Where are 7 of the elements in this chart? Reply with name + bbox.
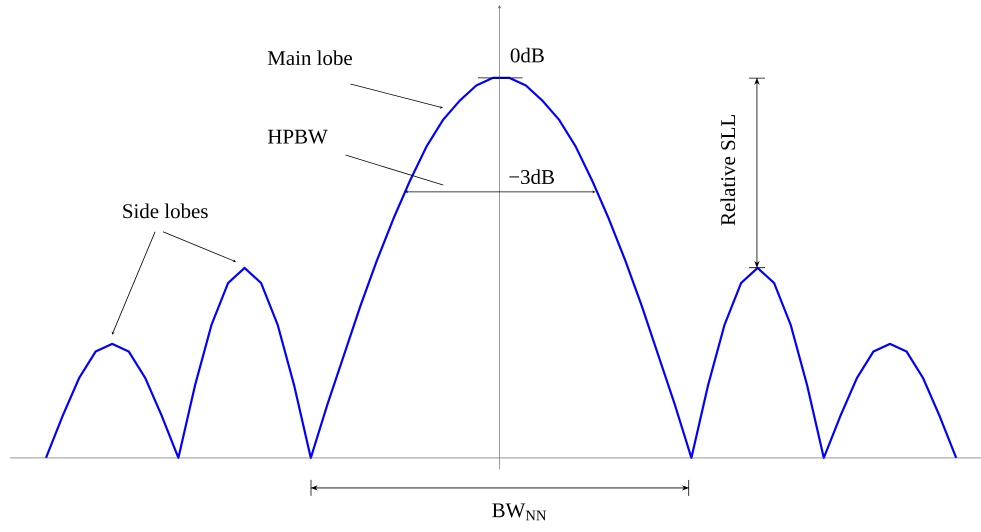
annotation: HPBW (268, 130, 328, 144)
annotation: −3dB (509, 169, 554, 184)
text: 0dB (510, 48, 544, 62)
text: Main lobe (268, 50, 352, 66)
annotation: Side lobes (123, 204, 208, 218)
annotation: Relative SLL (720, 115, 736, 226)
text: BW$_{NN}$ (492, 503, 546, 520)
